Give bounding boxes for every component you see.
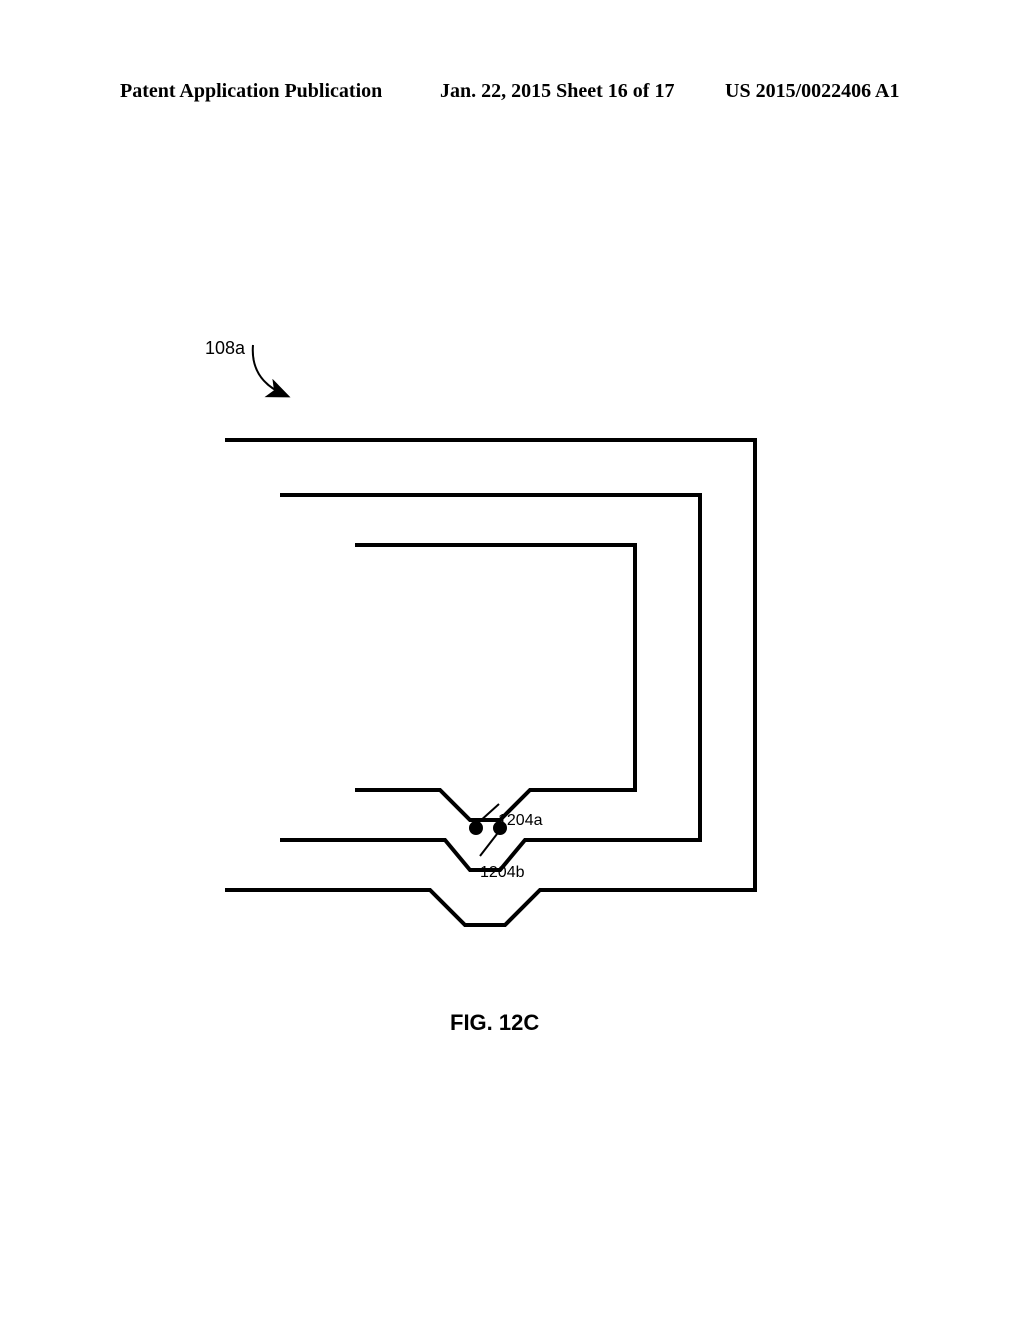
ref-label-1204a: 1204a [498, 812, 543, 830]
ref-label-108a: 108a [205, 338, 245, 359]
ref-label-1204b: 1204b [480, 864, 525, 882]
figure-12c: 108a 1204a 1204b FIG. 12C [0, 0, 1024, 1320]
patent-page: Patent Application Publication Jan. 22, … [0, 0, 1024, 1320]
figure-svg [0, 0, 1024, 1320]
figure-caption: FIG. 12C [450, 1010, 539, 1036]
